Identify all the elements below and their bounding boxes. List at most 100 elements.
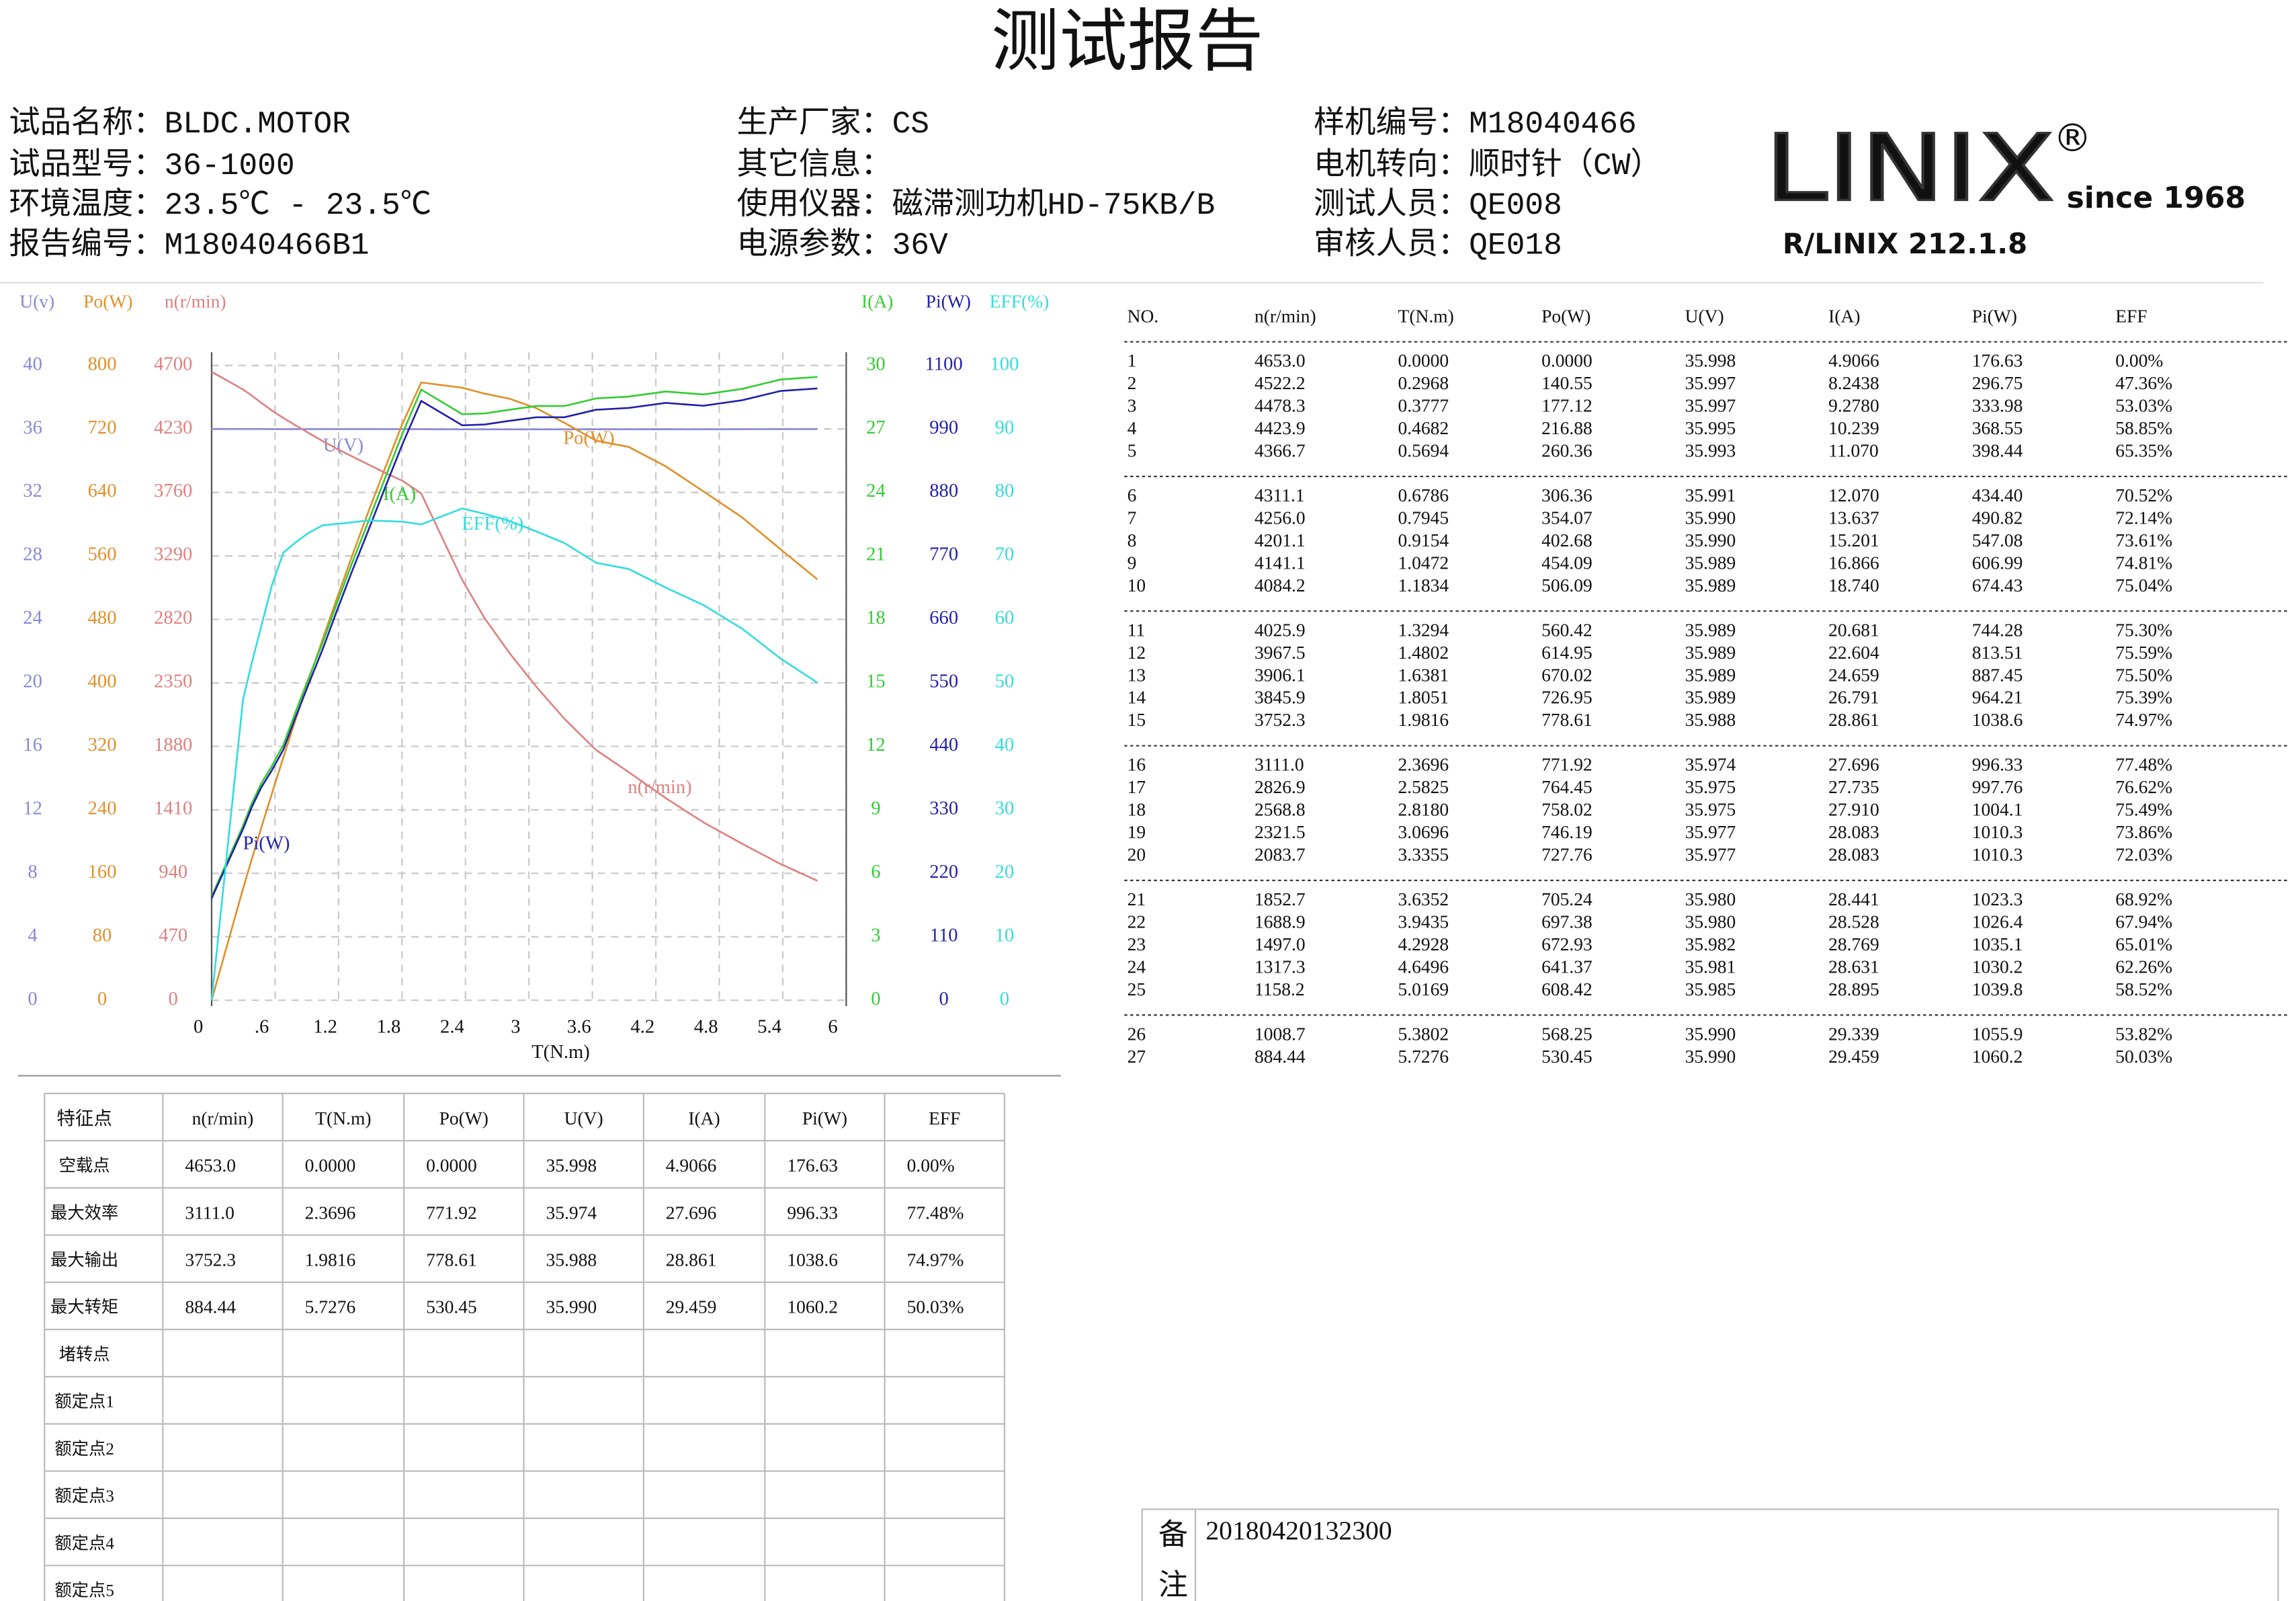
table-cell: 6 [1128,485,1137,505]
table-cell: 65.01% [2115,934,2172,954]
table-cell: 4084.2 [1255,575,1306,596]
table-cell: 3.3355 [1398,844,1449,865]
table-cell: 35.989 [1685,619,1736,640]
table-cell: 5.0169 [1398,979,1449,999]
table-cell: 3 [1128,395,1137,416]
feature-label: 空载点 [59,1157,110,1176]
table-cell: 697.38 [1541,911,1592,932]
feature-cell: 35.998 [546,1155,597,1176]
y-tick-label: 80 [995,481,1015,501]
y-tick-label: 2820 [154,608,192,628]
feature-cell: 74.97% [907,1249,964,1270]
table-cell: 4366.7 [1255,440,1306,461]
table-cell: 402.68 [1541,530,1592,550]
feature-header: I(A) [688,1108,720,1128]
table-cell: 1688.9 [1255,911,1306,932]
table-cell: 727.76 [1541,844,1592,865]
axis-title: EFF(%) [990,291,1050,312]
feature-label: 额定点2 [54,1440,114,1459]
table-cell: 10.239 [1828,417,1879,438]
info-field: 使用仪器：磁滞测功机HD-75KB/B [736,187,1215,223]
table-cell: 35.977 [1685,844,1736,865]
table-cell: 4311.1 [1255,485,1305,505]
table-cell: 606.99 [1972,552,2023,573]
table-cell: 3.0696 [1398,821,1449,842]
table-cell: 4653.0 [1255,350,1306,371]
info-field: 电源参数：36V [736,227,948,263]
info-field: 其它信息： [736,147,892,183]
table-cell: 1039.8 [1972,979,2023,999]
feature-cell: 35.988 [546,1249,597,1270]
x-tick-label: 5.4 [757,1017,781,1038]
table-cell: 4141.1 [1255,552,1306,573]
y-tick-label: 3760 [154,481,192,501]
table-cell: 35.997 [1685,372,1736,393]
table-cell: 0.6786 [1398,485,1449,505]
feature-cell: 176.63 [787,1155,838,1176]
table-cell: 3.9435 [1398,911,1449,932]
y-tick-label: 4700 [154,354,192,374]
feature-header: T(N.m) [315,1108,371,1128]
axis-title: Po(W) [83,291,132,312]
table-cell: 19 [1128,821,1146,842]
table-cell: 2321.5 [1255,821,1306,842]
table-cell: 1852.7 [1255,889,1306,909]
table-cell: 47.36% [2115,372,2172,393]
table-cell: 1497.0 [1255,934,1306,954]
series-line [210,381,818,1001]
feature-label: 最大转矩 [50,1298,118,1317]
table-cell: 4478.3 [1255,395,1306,416]
series-label: n(r/min) [628,777,691,798]
feature-cell: 0.0000 [305,1155,356,1176]
y-tick-label: 20 [995,862,1015,882]
feature-cell: 28.861 [666,1249,717,1270]
table-cell: 4.6496 [1398,956,1449,977]
table-cell: 27.910 [1828,799,1879,820]
y-tick-label: 0 [1000,989,1009,1010]
report-title: 测试报告 [991,4,1263,79]
table-cell: 35.989 [1685,687,1736,708]
feature-cell: 0.0000 [426,1155,477,1176]
table-cell: 3906.1 [1255,664,1306,685]
table-cell: 2083.7 [1255,844,1306,865]
table-cell: 75.04% [2115,575,2172,596]
table-cell: 35.989 [1685,664,1736,685]
table-cell: 77.48% [2115,754,2172,775]
y-tick-label: 24 [23,608,42,628]
y-tick-label: 24 [866,481,886,501]
table-cell: 72.03% [2115,844,2172,865]
table-cell: 73.61% [2115,530,2172,550]
table-cell: 35.985 [1685,979,1736,999]
table-cell: 21 [1128,889,1146,909]
table-cell: 368.55 [1972,417,2023,438]
table-cell: 1023.3 [1972,889,2023,909]
table-cell: 454.09 [1541,552,1592,573]
info-field: 试品名称：BLDC.MOTOR [9,106,350,142]
table-cell: 75.59% [2115,642,2172,663]
remark-box [1141,1508,2279,1601]
y-tick-label: 15 [866,671,886,692]
table-cell: 22.604 [1828,642,1879,663]
table-cell: 73.86% [2115,821,2172,842]
table-cell: 434.40 [1972,485,2023,505]
table-cell: 16 [1128,754,1146,775]
table-cell: 1026.4 [1972,911,2023,932]
table-cell: 1010.3 [1972,821,2023,842]
y-tick-label: 28 [23,544,42,565]
y-tick-label: 940 [159,862,187,882]
table-cell: 2826.9 [1255,776,1306,797]
x-tick-label: .6 [255,1017,269,1038]
table-cell: 15.201 [1828,530,1879,550]
y-tick-label: 30 [995,798,1015,819]
feature-cell: 27.696 [666,1202,717,1223]
table-cell: 177.12 [1541,395,1592,416]
table-cell: 398.44 [1972,440,2023,461]
y-tick-label: 18 [866,608,886,628]
y-tick-label: 0 [939,989,949,1010]
feature-cell: 4653.0 [185,1155,236,1176]
feature-cell: 1060.2 [787,1297,838,1317]
table-cell: 27 [1128,1046,1146,1067]
table-cell: 3845.9 [1255,687,1306,708]
table-cell: 1317.3 [1255,956,1306,977]
table-cell: 2 [1128,372,1137,393]
